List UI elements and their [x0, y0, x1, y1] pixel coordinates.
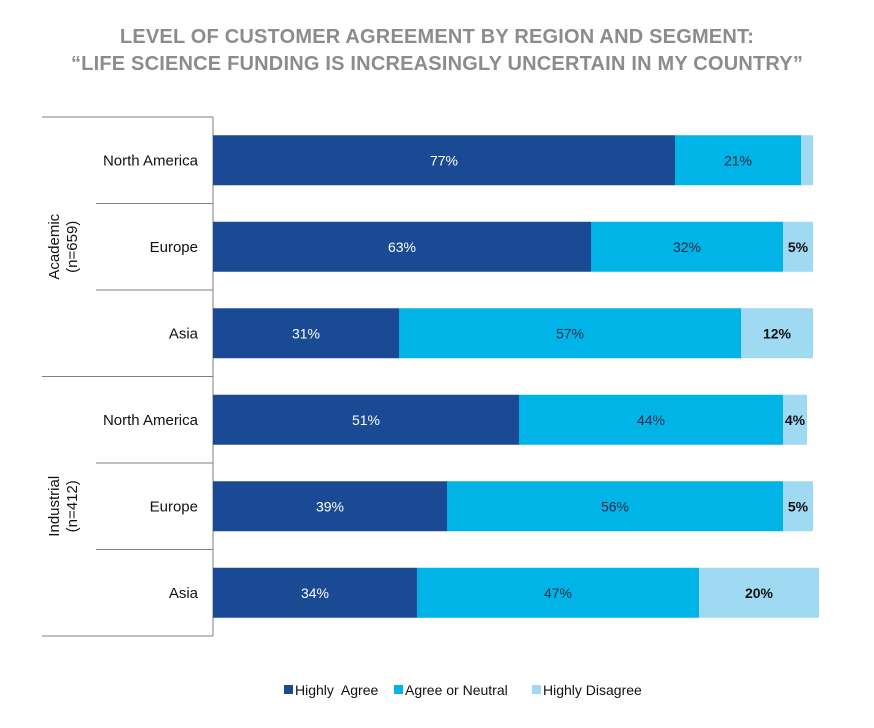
category-label: Europe — [150, 239, 198, 256]
legend-label: Highly Disagree — [543, 682, 642, 698]
bar-segment — [783, 394, 807, 445]
data-label: 63% — [388, 239, 416, 255]
bar-segment — [741, 308, 813, 359]
data-label: 56% — [601, 498, 629, 514]
bar-segment — [213, 221, 591, 272]
bar-segment — [213, 308, 399, 359]
bar-segment — [699, 567, 819, 618]
legend-swatch — [284, 685, 293, 694]
group-label: Industrial(n=412) — [46, 476, 81, 537]
category-label: Asia — [169, 325, 199, 342]
data-label: 39% — [316, 498, 344, 514]
category-label: Asia — [169, 585, 199, 602]
bar-segment — [783, 221, 813, 272]
bar-segment — [783, 481, 813, 532]
data-label: 4% — [785, 412, 806, 428]
bar-segment — [675, 135, 801, 186]
bar-segment — [447, 481, 783, 532]
bar-segment — [801, 135, 813, 186]
legend-swatch — [394, 685, 403, 694]
bar-segment — [213, 567, 417, 618]
data-label: 31% — [292, 325, 320, 341]
legend-label: Agree or Neutral — [405, 682, 508, 698]
data-label: 21% — [724, 152, 752, 168]
data-label: 44% — [637, 412, 665, 428]
bar-segment — [417, 567, 699, 618]
bar-segment — [213, 135, 675, 186]
data-label: 20% — [745, 585, 774, 601]
data-label: 32% — [673, 239, 701, 255]
category-label: North America — [103, 152, 199, 169]
data-label: 5% — [788, 239, 809, 255]
bar-segment — [213, 394, 519, 445]
bar-segment — [591, 221, 783, 272]
chart-title-line-2: “LIFE SCIENCE FUNDING IS INCREASINGLY UN… — [70, 53, 804, 75]
data-label: 51% — [352, 412, 380, 428]
data-label: 5% — [788, 498, 809, 514]
group-label: Academic(n=659) — [46, 213, 81, 279]
bar-segment — [519, 394, 783, 445]
chart-title-line-1: LEVEL OF CUSTOMER AGREEMENT BY REGION AN… — [119, 26, 755, 48]
category-label: North America — [103, 412, 199, 429]
data-label: 34% — [301, 585, 329, 601]
data-label: 77% — [430, 152, 458, 168]
data-label: 57% — [556, 325, 584, 341]
bar-segment — [213, 481, 447, 532]
legend-label: Highly Agree — [295, 682, 378, 698]
data-label: 47% — [544, 585, 572, 601]
legend-swatch — [532, 685, 541, 694]
data-label: 12% — [763, 325, 792, 341]
bar-segment — [399, 308, 741, 359]
category-label: Europe — [150, 498, 198, 515]
